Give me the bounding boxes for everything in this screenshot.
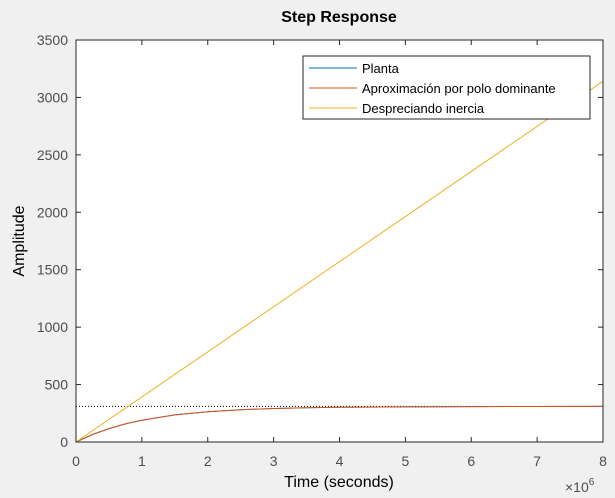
legend-label-3: Despreciando inercia xyxy=(362,101,485,116)
series-line-2 xyxy=(75,405,604,443)
chart-title: Step Response xyxy=(281,9,397,26)
series-layer xyxy=(75,80,604,443)
y-tick-label: 0 xyxy=(60,434,68,450)
y-axis-label: Amplitude xyxy=(11,205,28,276)
x-tick-label: 3 xyxy=(270,453,278,469)
x-axis-label: Time (seconds) xyxy=(284,474,394,491)
x-tick-label: 2 xyxy=(204,453,212,469)
legend-label-2: Aproximación por polo dominante xyxy=(362,81,556,96)
y-tick-label: 2000 xyxy=(37,204,68,220)
x-tick-label: 8 xyxy=(599,453,607,469)
x-tick-label: 5 xyxy=(401,453,409,469)
x-tick-label: 7 xyxy=(533,453,541,469)
y-tick-label: 500 xyxy=(45,377,69,393)
x-tick-label: 4 xyxy=(336,453,344,469)
x-axis-exponent: ×106 xyxy=(565,477,595,495)
y-tick-label: 3500 xyxy=(37,32,68,48)
legend: Planta Aproximación por polo dominante Des… xyxy=(302,55,591,120)
x-tick-label: 0 xyxy=(72,453,80,469)
ticks-layer: 0 1 2 3 4 5 6 7 8 0 500 1000 1500 2000 2500 3000 3500 xyxy=(37,32,607,469)
x-tick-label: 1 xyxy=(138,453,146,469)
y-tick-label: 2500 xyxy=(37,147,68,163)
legend-label-1: Planta xyxy=(362,61,400,76)
y-tick-label: 1000 xyxy=(37,319,68,335)
x-tick-label: 6 xyxy=(467,453,475,469)
y-tick-label: 1500 xyxy=(37,262,68,278)
series-line-3 xyxy=(75,80,604,443)
y-tick-label: 3000 xyxy=(37,89,68,105)
